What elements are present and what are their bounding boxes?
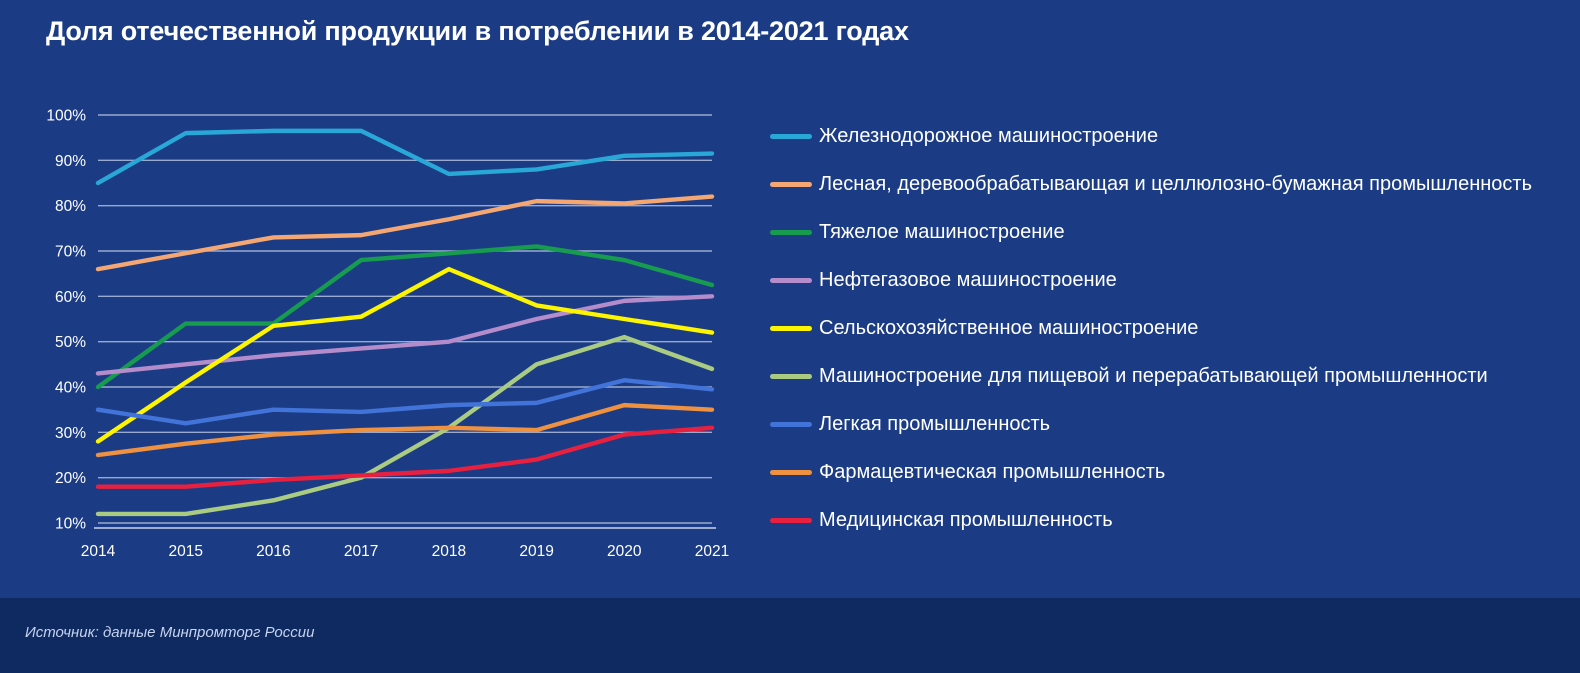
legend-item[interactable]: Медицинская промышленность [770, 496, 1570, 544]
legend-item[interactable]: Легкая промышленность [770, 400, 1570, 448]
series-line-5 [95, 266, 715, 444]
legend-item[interactable]: Тяжелое машиностроение [770, 208, 1570, 256]
source-note: Источник: данные Минпромторг России [25, 624, 315, 641]
legend-item[interactable]: Железнодорожное машиностроение [770, 112, 1570, 160]
y-axis-tick-label: 30% [55, 425, 86, 442]
legend-item[interactable]: Нефтегазовое машиностроение [770, 256, 1570, 304]
y-axis-tick-label: 40% [55, 380, 86, 397]
page-title: Доля отечественной продукции в потреблен… [46, 16, 909, 46]
x-axis-tick-label: 2020 [607, 543, 642, 560]
x-axis-tick-label: 2021 [695, 543, 729, 560]
x-axis-tick-label: 2014 [81, 543, 116, 560]
legend-item-label: Сельскохозяйственное машиностроение [819, 317, 1199, 339]
legend-color-swatch [770, 277, 812, 283]
x-axis-tick-label: 2015 [168, 543, 202, 560]
series-line-9 [95, 425, 715, 489]
legend-item[interactable]: Сельскохозяйственное машиностроение [770, 304, 1570, 352]
legend-item-label: Тяжелое машиностроение [819, 221, 1065, 243]
y-axis-tick-label: 10% [55, 516, 86, 533]
legend-color-swatch [770, 517, 812, 523]
series-line-2 [95, 194, 715, 272]
y-axis-tick-label: 90% [55, 153, 86, 170]
legend-color-swatch [770, 373, 812, 379]
x-axis-tick-label: 2019 [519, 543, 553, 560]
y-axis-tick-label: 50% [55, 334, 86, 351]
legend-item-label: Медицинская промышленность [819, 509, 1113, 531]
y-axis-tick-label: 20% [55, 470, 86, 487]
legend-item-label: Фармацевтическая промышленность [819, 461, 1166, 483]
legend-item-label: Нефтегазовое машиностроение [819, 269, 1117, 291]
series-line-3 [95, 244, 715, 390]
y-axis-tick-label: 80% [55, 198, 86, 215]
chart-legend: Железнодорожное машиностроение Лесная, де… [770, 112, 1570, 544]
legend-color-swatch [770, 229, 812, 235]
y-axis-tick-label: 60% [55, 289, 86, 306]
y-axis-tick-label: 70% [55, 244, 86, 261]
legend-item[interactable]: Фармацевтическая промышленность [770, 448, 1570, 496]
legend-color-swatch [770, 181, 812, 187]
series-line-6 [95, 334, 715, 517]
legend-item-label: Лесная, деревообрабатывающая и целлюлозн… [819, 173, 1532, 195]
legend-color-swatch [770, 469, 812, 475]
line-chart-svg: 10% 20% 30% 40% 50% 60% 70% 80% 90% 100% 2014 2015 2… [46, 108, 729, 561]
series-line-4 [95, 294, 715, 376]
x-axis-tick-label: 2016 [256, 543, 290, 560]
legend-item[interactable]: Лесная, деревообрабатывающая и целлюлозн… [770, 160, 1570, 208]
legend-item[interactable]: Машиностроение для пищевой и перерабатыв… [770, 352, 1570, 400]
legend-color-swatch [770, 421, 812, 427]
y-axis-tick-label: 100% [46, 108, 86, 125]
x-axis-tick-label: 2018 [432, 543, 466, 560]
chart-plot-area: 10% 20% 30% 40% 50% 60% 70% 80% 90% 100% 2014 2015 2… [0, 0, 760, 575]
legend-item-label: Легкая промышленность [819, 413, 1051, 435]
legend-item-label: Машиностроение для пищевой и перерабатыв… [819, 365, 1488, 387]
x-axis-tick-label: 2017 [344, 543, 378, 560]
series-line-7 [95, 378, 715, 426]
legend-item-label: Железнодорожное машиностроение [819, 125, 1159, 147]
legend-color-swatch [770, 325, 812, 331]
series-line-8 [95, 402, 715, 458]
series-line-1 [95, 128, 715, 186]
footer-bar: Источник: данные Минпромторг России [0, 598, 1580, 673]
legend-color-swatch [770, 133, 812, 139]
